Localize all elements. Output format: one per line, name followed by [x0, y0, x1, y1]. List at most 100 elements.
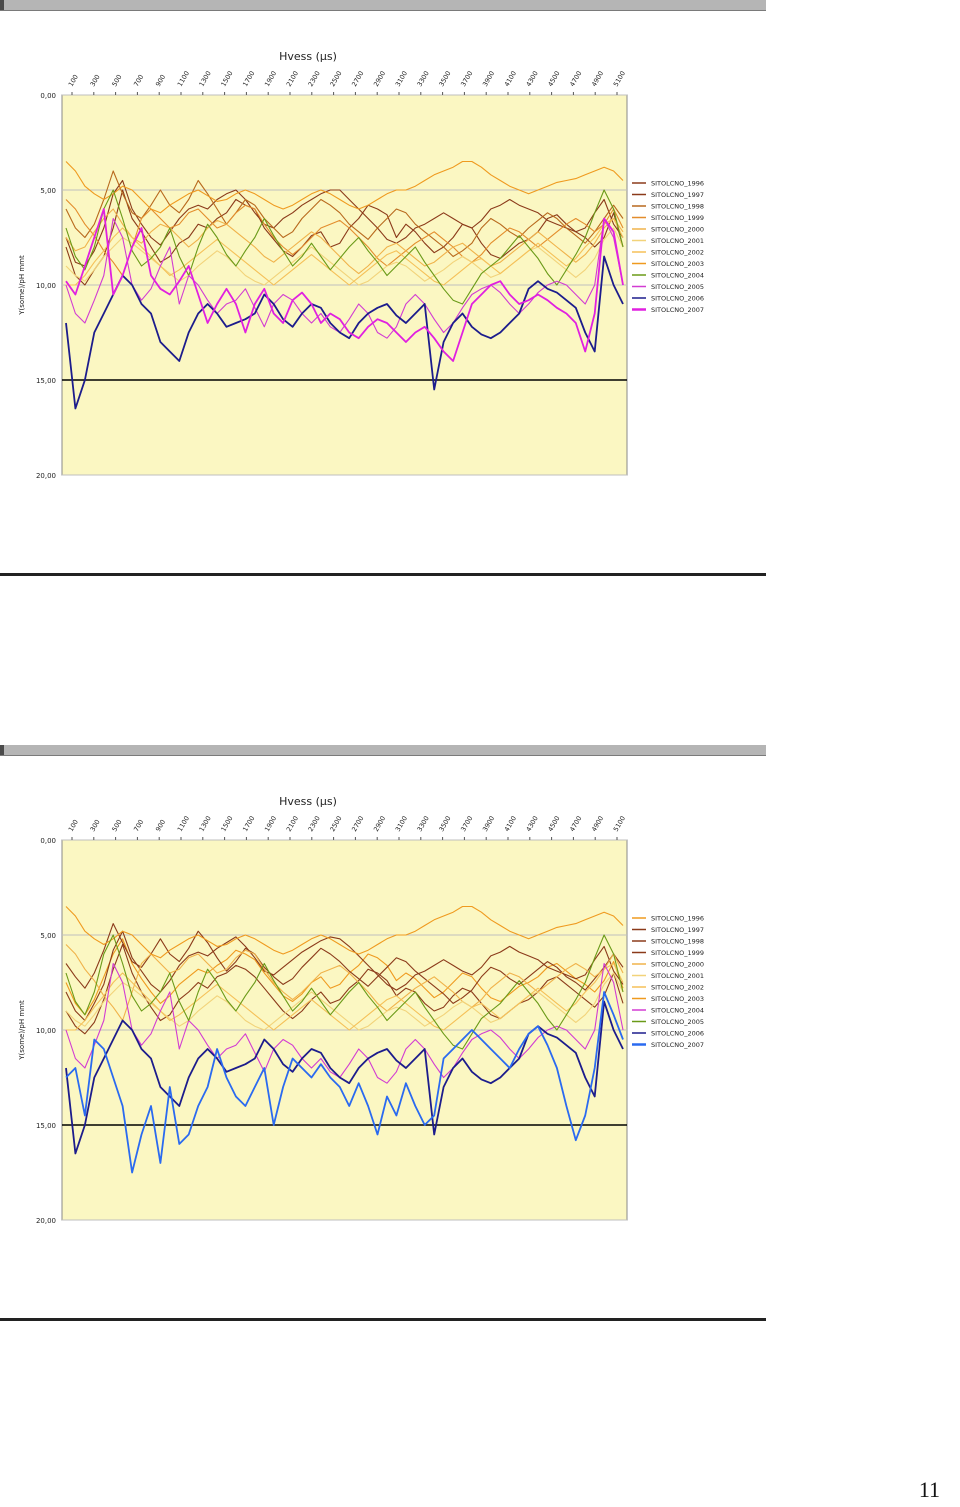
x-tick-label: 3500	[437, 70, 452, 88]
legend-entry: SITOLCNO_1999	[651, 214, 704, 222]
x-tick-label: 4900	[590, 815, 605, 833]
x-tick-label: 1900	[263, 70, 278, 88]
series-line-SITOLCNO_1999	[65, 943, 624, 1035]
legend-entry: SITOLCNO_2003	[651, 995, 704, 1003]
x-tick-label: 4700	[568, 70, 583, 88]
x-tick-label: 4100	[503, 815, 518, 833]
series-line-SITOLCNO_2007	[65, 991, 624, 1174]
x-tick-label: 700	[132, 73, 145, 88]
series-line-SITOLCNO_1999	[65, 199, 624, 277]
legend-entry: SITOLCNO_1996	[651, 915, 704, 923]
x-tick-label: 4500	[546, 815, 561, 833]
x-tick-label: 900	[154, 73, 167, 88]
series-line-SITOLCNO_2004	[65, 962, 624, 1084]
x-tick-label: 3900	[481, 70, 496, 88]
chart-title: Hvess (μs)	[279, 50, 337, 63]
y-tick-label: 0,00	[40, 92, 56, 100]
legend-entry: SITOLCNO_1997	[651, 191, 704, 199]
y-tick-label: 10,00	[36, 1027, 56, 1035]
slide-top-bar	[0, 0, 766, 11]
legend-entry: SITOLCNO_1999	[651, 949, 704, 957]
y-tick-label: 0,00	[40, 837, 56, 845]
legend-entry: SITOLCNO_2007	[651, 1041, 704, 1049]
y-axis-label: Y(some)/pH mmt	[18, 1000, 26, 1061]
y-tick-label: 15,00	[36, 1122, 56, 1130]
x-tick-label: 1500	[219, 815, 234, 833]
series-line-SITOLCNO_2005	[65, 934, 624, 1050]
x-tick-label: 2900	[372, 70, 387, 88]
x-tick-label: 900	[154, 818, 167, 833]
x-tick-label: 700	[132, 818, 145, 833]
series-line-SITOLCNO_1996	[65, 938, 624, 1016]
series-line-SITOLCNO_1998	[65, 923, 624, 1004]
x-tick-label: 2100	[285, 70, 300, 88]
y-axis-label: Y(some)/pH mmt	[18, 255, 26, 316]
series-line-SITOLCNO_1998	[65, 170, 624, 258]
series-line-SITOLCNO_2003	[65, 160, 624, 214]
x-tick-label: 3700	[459, 815, 474, 833]
x-tick-label: 1300	[198, 815, 213, 833]
x-tick-label: 2300	[307, 70, 322, 88]
legend-entry: SITOLCNO_2004	[651, 272, 704, 280]
y-tick-label: 15,00	[36, 377, 56, 385]
x-tick-label: 5100	[612, 70, 627, 88]
x-tick-label: 2700	[350, 815, 365, 833]
legend-entry: SITOLCNO_2001	[651, 237, 704, 245]
x-tick-label: 1500	[219, 70, 234, 88]
x-tick-label: 1100	[176, 815, 191, 833]
x-tick-label: 2100	[285, 815, 300, 833]
x-tick-label: 2700	[350, 70, 365, 88]
legend-entry: SITOLCNO_2002	[651, 984, 704, 992]
legend-entry: SITOLCNO_2006	[651, 295, 704, 303]
x-tick-label: 1700	[241, 70, 256, 88]
legend-entry: SITOLCNO_2004	[651, 1007, 704, 1015]
series-line-SITOLCNO_2004	[65, 189, 624, 305]
x-tick-label: 3100	[394, 815, 409, 833]
x-tick-label: 500	[110, 818, 123, 833]
x-tick-label: 4900	[590, 70, 605, 88]
y-tick-label: 5,00	[40, 932, 56, 940]
page-number: 11	[918, 1477, 940, 1502]
series-line-SITOLCNO_1997	[65, 179, 624, 267]
series-line-SITOLCNO_2007	[65, 208, 624, 362]
legend-entry: SITOLCNO_1996	[651, 180, 704, 188]
x-tick-label: 3900	[481, 815, 496, 833]
x-tick-label: 2500	[328, 70, 343, 88]
x-tick-label: 3300	[416, 70, 431, 88]
x-tick-label: 1300	[198, 70, 213, 88]
legend-entry: SITOLCNO_2000	[651, 961, 704, 969]
x-tick-label: 4100	[503, 70, 518, 88]
y-tick-label: 20,00	[36, 472, 56, 480]
legend-entry: SITOLCNO_2001	[651, 972, 704, 980]
series-line-SITOLCNO_2000	[65, 944, 624, 1022]
x-tick-label: 300	[89, 818, 102, 833]
legend-entry: SITOLCNO_2005	[651, 1018, 704, 1026]
legend-entry: SITOLCNO_1998	[651, 938, 704, 946]
series-line-SITOLCNO_2000	[65, 208, 624, 275]
legend-entry: SITOLCNO_2007	[651, 306, 704, 314]
y-tick-label: 10,00	[36, 282, 56, 290]
legend-entry: SITOLCNO_1998	[651, 203, 704, 211]
x-tick-label: 500	[110, 73, 123, 88]
x-tick-label: 4300	[525, 815, 540, 833]
x-tick-label: 4300	[525, 70, 540, 88]
slide-bottom-rule	[0, 1318, 766, 1321]
x-tick-label: 100	[67, 73, 80, 88]
y-tick-label: 5,00	[40, 187, 56, 195]
chart-2: Hvess (μs) 0,00 5,00 10,00 15,00 20,00 100 300 5…	[18, 795, 704, 1225]
x-tick-label: 2300	[307, 815, 322, 833]
slide-1: Hvess (μs) 0,00 5,00 10,00 15,00 20,00 100 300 5…	[0, 0, 768, 580]
x-tick-label: 4700	[568, 815, 583, 833]
legend-entry: SITOLCNO_1997	[651, 926, 704, 934]
series-line-SITOLCNO_1997	[65, 930, 624, 1022]
chart-title: Hvess (μs)	[279, 795, 337, 808]
x-tick-label: 2500	[328, 815, 343, 833]
x-tick-label: 3700	[459, 70, 474, 88]
legend-entry: SITOLCNO_2005	[651, 283, 704, 291]
legend-entry: SITOLCNO_2003	[651, 260, 704, 268]
x-tick-label: 5100	[612, 815, 627, 833]
legend-entry: SITOLCNO_2000	[651, 226, 704, 234]
x-tick-label: 1700	[241, 815, 256, 833]
slide-2: Hvess (μs) 0,00 5,00 10,00 15,00 20,00 100 300 5…	[0, 745, 768, 1325]
slide-bottom-rule	[0, 573, 766, 576]
